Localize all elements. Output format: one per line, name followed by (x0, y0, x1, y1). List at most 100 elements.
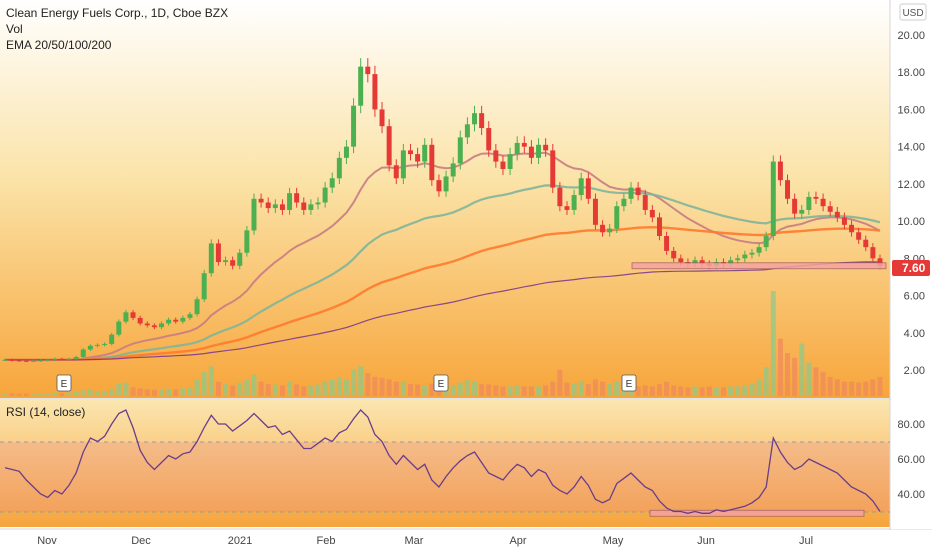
volume-bar (272, 384, 278, 396)
ema-lines (5, 151, 881, 362)
volume-bar (73, 391, 79, 396)
volume-bar (137, 388, 143, 396)
candle-body (287, 193, 293, 210)
volume-bar (343, 379, 349, 396)
volume-bar (407, 384, 413, 396)
volume-bar (173, 389, 179, 396)
candle-body (393, 165, 399, 179)
candle-body (73, 356, 79, 359)
volume-bar (699, 387, 705, 396)
candle-body (557, 187, 563, 207)
candle-body (322, 187, 328, 203)
candle-body (30, 360, 36, 362)
candle-body (600, 224, 606, 233)
candle-body (749, 252, 755, 255)
candle-body (870, 247, 876, 259)
time-tick-label: Jun (697, 535, 715, 547)
candle-body (244, 230, 250, 253)
volume-bar (251, 374, 257, 396)
volume-bar (785, 353, 791, 396)
candle-body (415, 154, 421, 162)
volume-bar (80, 390, 86, 396)
candle-body (187, 314, 193, 318)
candle-body (52, 358, 58, 360)
volume-bar (400, 381, 406, 396)
time-tick-label: Dec (131, 535, 151, 547)
volume-bar (735, 386, 741, 396)
volume-bar (642, 385, 648, 396)
candle-body (692, 260, 698, 264)
candle-body (16, 360, 22, 362)
candle-body (294, 193, 300, 203)
current-price-label: 7.60 (902, 261, 926, 275)
volume-bar (201, 372, 207, 396)
candle-body (336, 157, 342, 179)
volume-bar (607, 384, 613, 396)
volume-bar (301, 386, 307, 396)
candle-body (628, 187, 634, 199)
candle-body (215, 243, 221, 263)
volume-bar (9, 393, 15, 396)
volume-bar (365, 373, 371, 396)
volume-bar (144, 389, 150, 396)
candle-body (664, 236, 670, 251)
candle-body (173, 319, 179, 322)
ema-legend[interactable]: EMA 20/50/100/200 (6, 38, 112, 52)
volume-bar (500, 386, 506, 396)
time-axis[interactable] (0, 530, 890, 550)
volume-bar (244, 379, 250, 396)
volume-bar (429, 383, 435, 396)
support-zone (631, 262, 887, 517)
rsi-legend[interactable]: RSI (14, close) (6, 405, 86, 419)
time-tick-label: Jul (799, 535, 813, 547)
candle-body (201, 273, 207, 300)
candle-body (564, 206, 570, 210)
candle-body (493, 150, 499, 162)
price-tick-label: 18.00 (897, 67, 925, 79)
volume-bar (664, 381, 670, 396)
ema-100-line (5, 225, 881, 361)
volume-bar (87, 389, 93, 396)
volume-bar (799, 343, 805, 396)
chart-title[interactable]: Clean Energy Fuels Corp., 1D, Cboe BZX (6, 6, 229, 20)
candle-body (863, 239, 869, 248)
candle-body (877, 258, 883, 266)
volume-bar (379, 377, 385, 396)
volume-bar (265, 384, 271, 396)
volume-bar (671, 385, 677, 396)
candle-body (521, 142, 527, 147)
candle-body (301, 202, 307, 210)
volume-legend[interactable]: Vol (6, 22, 23, 36)
volume-bar (543, 385, 549, 396)
candle-body (87, 345, 93, 350)
volume-bar (457, 382, 463, 396)
rsi-tick-label: 60.00 (897, 454, 925, 466)
volume-bar (849, 381, 855, 396)
candle-body (372, 74, 378, 110)
volume-bar (30, 393, 36, 396)
volume-bar (635, 386, 641, 396)
time-tick-label: Apr (509, 535, 526, 547)
candle-body (386, 126, 392, 166)
candle-body (806, 196, 812, 210)
price-axis-labels: 2.004.006.008.0010.0012.0014.0016.0018.0… (897, 30, 925, 377)
volume-bar (130, 387, 136, 396)
volume-bar (322, 381, 328, 396)
earnings-marker (56, 374, 72, 392)
candle-body (841, 217, 847, 225)
price-tick-label: 6.00 (904, 291, 925, 303)
candle-body (436, 180, 442, 192)
time-tick-label: 2021 (228, 535, 252, 547)
volume-bar (159, 389, 164, 396)
volume-bar (834, 379, 840, 396)
volume-bar (820, 372, 826, 396)
candle-body (59, 358, 65, 360)
earnings-marker (621, 374, 637, 392)
candle-body (500, 161, 506, 169)
currency-badge[interactable] (899, 3, 927, 21)
volume-bar (706, 386, 712, 396)
volume-bar (792, 357, 798, 396)
candle-body (699, 260, 705, 264)
candle-body (550, 150, 556, 188)
